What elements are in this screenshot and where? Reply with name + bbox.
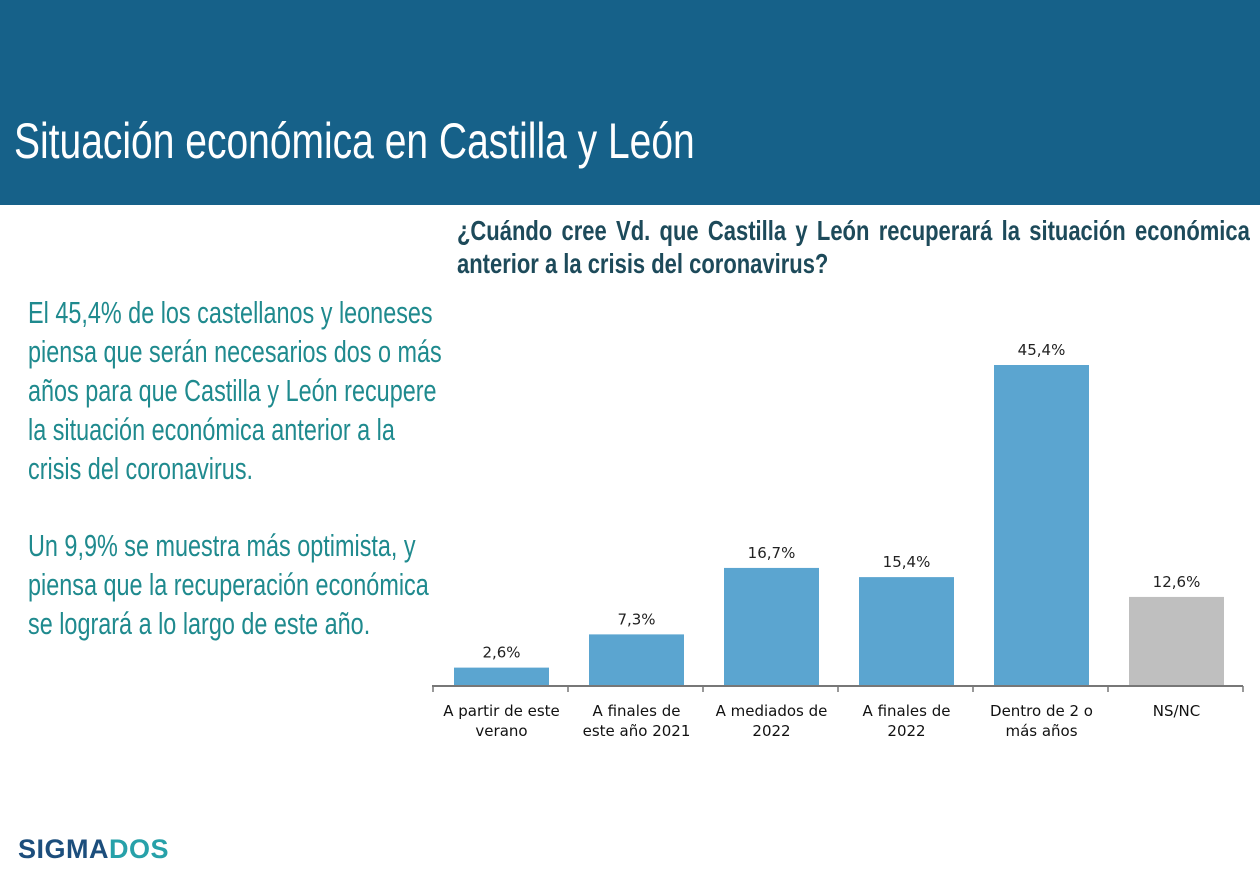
bar: [1129, 596, 1224, 686]
bar: [454, 667, 549, 686]
data-label: 2,6%: [482, 644, 520, 662]
category-label: A finales de: [863, 702, 951, 720]
bar: [859, 577, 954, 686]
header-band: Situación económica en Castilla y León: [0, 0, 1260, 205]
logo-part-1: SIGMA: [18, 834, 110, 864]
category-label: 2022: [752, 722, 790, 740]
data-label: 16,7%: [748, 544, 796, 562]
category-label: este año 2021: [583, 722, 691, 740]
data-label: 45,4%: [1018, 341, 1066, 359]
category-label: Dentro de 2 o: [990, 702, 1093, 720]
data-label: 12,6%: [1153, 573, 1201, 591]
bar: [994, 365, 1089, 686]
bar: [589, 634, 684, 686]
data-label: 7,3%: [617, 610, 655, 628]
category-label: NS/NC: [1153, 702, 1201, 720]
logo-part-2: DOS: [109, 834, 170, 864]
data-label: 15,4%: [883, 553, 931, 571]
bar: [724, 567, 819, 686]
summary-paragraph-1: El 45,4% de los castellanos y leoneses p…: [28, 295, 442, 486]
summary-text: El 45,4% de los castellanos y leoneses p…: [28, 293, 451, 681]
chart-question: ¿Cuándo cree Vd. que Castilla y León rec…: [457, 215, 1250, 279]
category-label: A mediados de: [716, 702, 828, 720]
category-label: 2022: [887, 722, 925, 740]
category-label: verano: [475, 722, 527, 740]
category-label: más años: [1005, 722, 1077, 740]
page-title: Situación económica en Castilla y León: [14, 113, 695, 169]
category-label: A finales de: [593, 702, 681, 720]
sigmados-logo: SIGMADOS: [18, 834, 169, 865]
summary-paragraph-2: Un 9,9% se muestra más optimista, y pien…: [28, 528, 429, 641]
category-label: A partir de este: [443, 702, 560, 720]
